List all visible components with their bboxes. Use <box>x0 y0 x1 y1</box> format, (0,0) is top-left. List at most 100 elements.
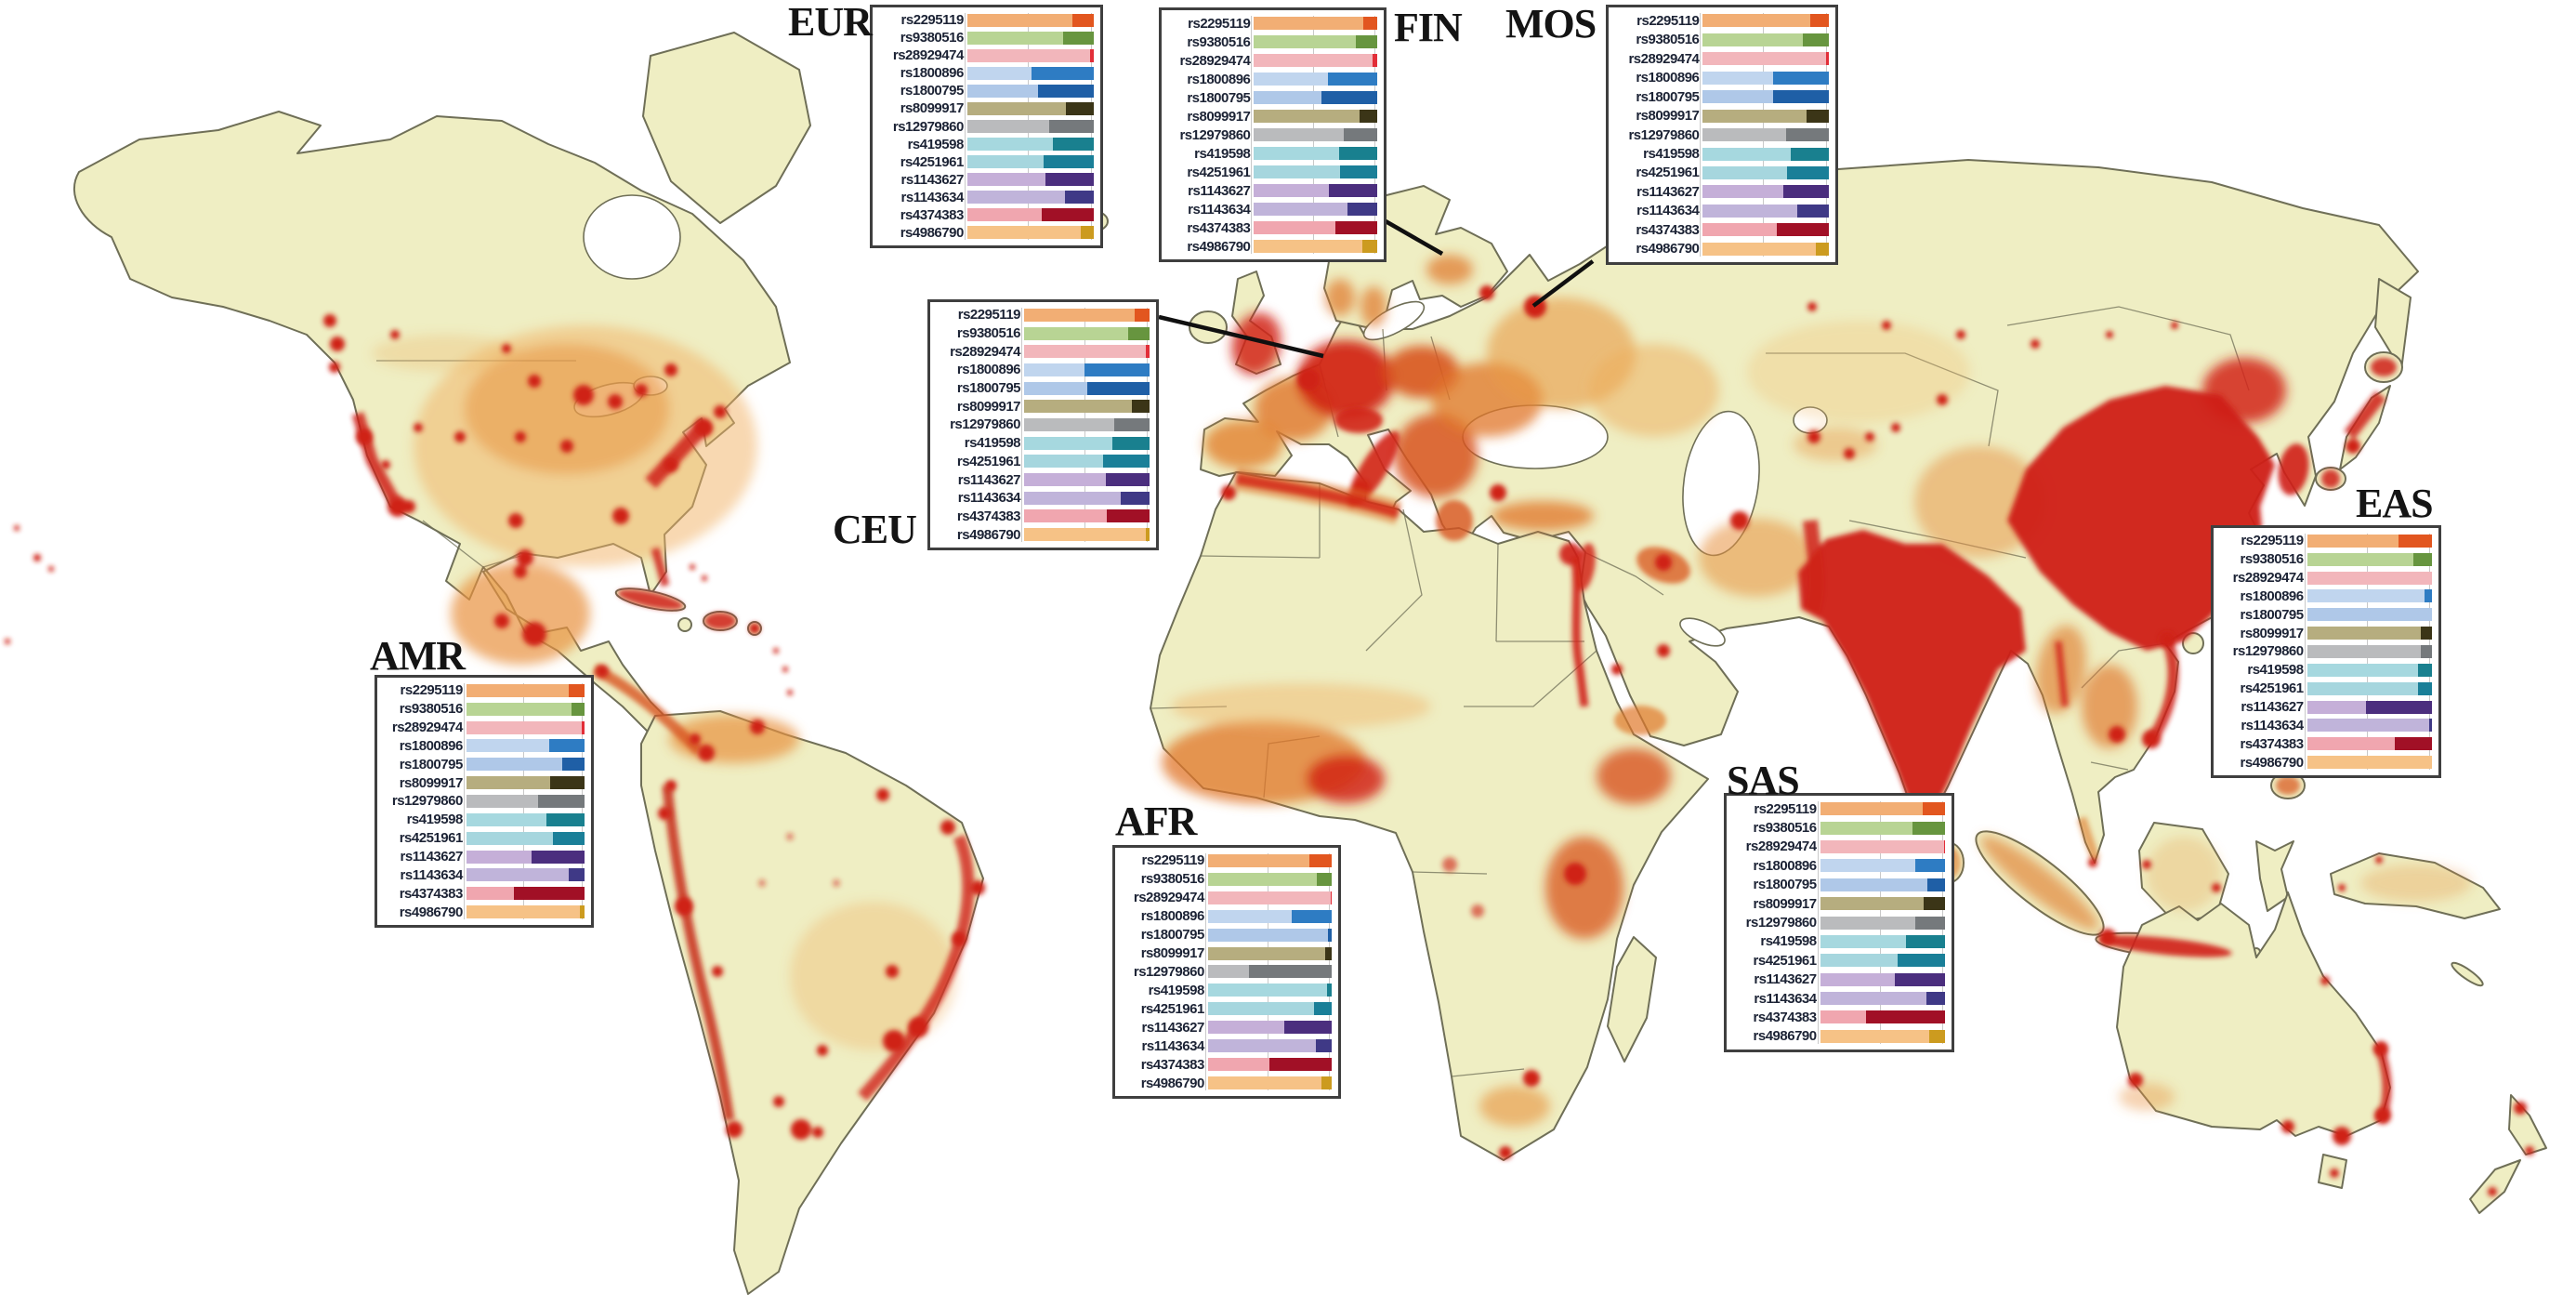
minor-allele-segment <box>1787 165 1829 179</box>
major-allele-segment <box>966 155 1044 169</box>
snp-label: rs4251961 <box>900 153 965 170</box>
snp-row: rs1800795 <box>1118 926 1334 944</box>
minor-allele-segment <box>569 868 585 882</box>
major-allele-segment <box>966 226 1082 240</box>
minor-allele-segment <box>1111 436 1150 450</box>
allele-frequency-bar <box>466 758 585 772</box>
island-greenland <box>642 32 811 224</box>
minor-allele-segment <box>1066 101 1094 115</box>
snp-label: rs1143634 <box>1636 203 1700 219</box>
snp-label: rs2295119 <box>957 307 1021 323</box>
major-allele-segment <box>1024 345 1146 359</box>
snp-row: rs9380516 <box>1611 30 1831 48</box>
snp-label: rs4986790 <box>399 904 464 920</box>
snp-label: rs1800896 <box>900 65 965 82</box>
snp-label: rs1800795 <box>2240 606 2305 623</box>
snp-row: rs4374383 <box>2216 734 2434 753</box>
snp-row: rs28929474 <box>1164 51 1379 70</box>
major-allele-segment <box>1207 946 1326 960</box>
allele-frequency-bar <box>966 191 1094 205</box>
snp-label: rs12979860 <box>2232 643 2304 660</box>
allele-frequency-bar <box>966 48 1094 62</box>
major-allele-segment <box>2307 719 2430 733</box>
snp-row: rs12979860 <box>1729 913 1947 931</box>
snp-label: rs1143627 <box>400 849 464 865</box>
snp-label: rs2295119 <box>1636 12 1700 29</box>
snp-label: rs2295119 <box>400 682 464 699</box>
snp-row: rs1800795 <box>380 755 586 773</box>
allele-frequency-bar <box>1207 909 1332 923</box>
snp-label: rs12979860 <box>950 416 1020 433</box>
major-allele-segment <box>1207 928 1328 942</box>
major-allele-segment <box>1207 872 1318 886</box>
snp-label: rs419598 <box>406 812 464 828</box>
island-new-caledonia <box>2451 961 2484 987</box>
island-new-zealand-south <box>2469 1159 2521 1214</box>
minor-allele-segment <box>1269 1058 1332 1072</box>
allele-frequency-bar <box>1820 878 1945 891</box>
allele-frequency-bar <box>1254 110 1377 123</box>
major-allele-segment <box>966 31 1064 45</box>
snp-label: rs1800896 <box>1187 71 1251 87</box>
snp-label: rs4986790 <box>900 224 965 241</box>
major-allele-segment <box>466 720 583 734</box>
snp-row: rs9380516 <box>1729 818 1947 837</box>
snp-label: rs1800795 <box>1187 89 1251 106</box>
snp-label: rs2295119 <box>900 12 965 29</box>
major-allele-segment <box>1207 891 1332 904</box>
minor-allele-segment <box>1042 208 1094 222</box>
minor-allele-segment <box>513 887 585 901</box>
snp-label: rs419598 <box>2247 662 2304 679</box>
allele-frequency-bar <box>1820 802 1945 816</box>
major-allele-segment <box>1207 1021 1285 1035</box>
allele-frequency-bar <box>1702 14 1829 28</box>
allele-frequency-bar <box>1207 984 1332 997</box>
major-allele-segment <box>1702 223 1778 237</box>
major-allele-segment <box>2307 663 2419 677</box>
snp-label: rs9380516 <box>956 325 1021 342</box>
snp-label: rs1800795 <box>1140 927 1205 944</box>
snp-label: rs28929474 <box>1179 52 1251 69</box>
major-allele-segment <box>1254 73 1328 86</box>
snp-row: rs4374383 <box>933 508 1151 526</box>
minor-allele-segment <box>1128 326 1150 340</box>
allele-frequency-bar <box>966 13 1094 27</box>
island-hainan <box>2182 632 2204 654</box>
minor-allele-segment <box>2420 627 2432 640</box>
snp-row: rs2295119 <box>2216 532 2434 550</box>
snp-row: rs4374383 <box>380 884 586 903</box>
allele-frequency-bar <box>2307 663 2432 677</box>
major-allele-segment <box>1024 326 1129 340</box>
major-allele-segment <box>466 812 547 826</box>
major-allele-segment <box>466 776 551 790</box>
snp-row: rs4251961 <box>380 829 586 848</box>
snp-label: rs8099917 <box>1187 108 1251 125</box>
major-allele-segment <box>466 850 532 864</box>
allele-frequency-bar <box>466 794 585 808</box>
snp-label: rs2295119 <box>1141 852 1205 869</box>
allele-frequency-bar <box>466 887 585 901</box>
panel-title-afr: AFR <box>1115 799 1197 844</box>
minor-allele-segment <box>1321 1076 1332 1090</box>
allele-frequency-bar <box>1207 891 1332 904</box>
snp-row: rs8099917 <box>2216 624 2434 642</box>
major-allele-segment <box>1207 1076 1322 1090</box>
minor-allele-segment <box>2412 552 2432 566</box>
major-allele-segment <box>1820 1029 1929 1043</box>
snp-label: rs9380516 <box>1140 871 1205 888</box>
allele-frequency-bar <box>466 683 585 697</box>
snp-row: rs4986790 <box>875 224 1096 242</box>
major-allele-segment <box>2307 534 2399 548</box>
snp-label: rs28929474 <box>1133 890 1204 906</box>
major-allele-segment <box>966 13 1072 27</box>
major-allele-segment <box>466 831 553 845</box>
minor-allele-segment <box>1329 184 1377 197</box>
snp-label: rs1143627 <box>900 171 965 188</box>
minor-allele-segment <box>1347 203 1377 216</box>
allele-frequency-bar <box>1024 436 1150 450</box>
island-jamaica <box>677 617 692 632</box>
snp-row: rs12979860 <box>2216 642 2434 661</box>
snp-row: rs1800896 <box>1611 68 1831 86</box>
major-allele-segment <box>1207 965 1249 979</box>
minor-allele-segment <box>1924 897 1945 911</box>
